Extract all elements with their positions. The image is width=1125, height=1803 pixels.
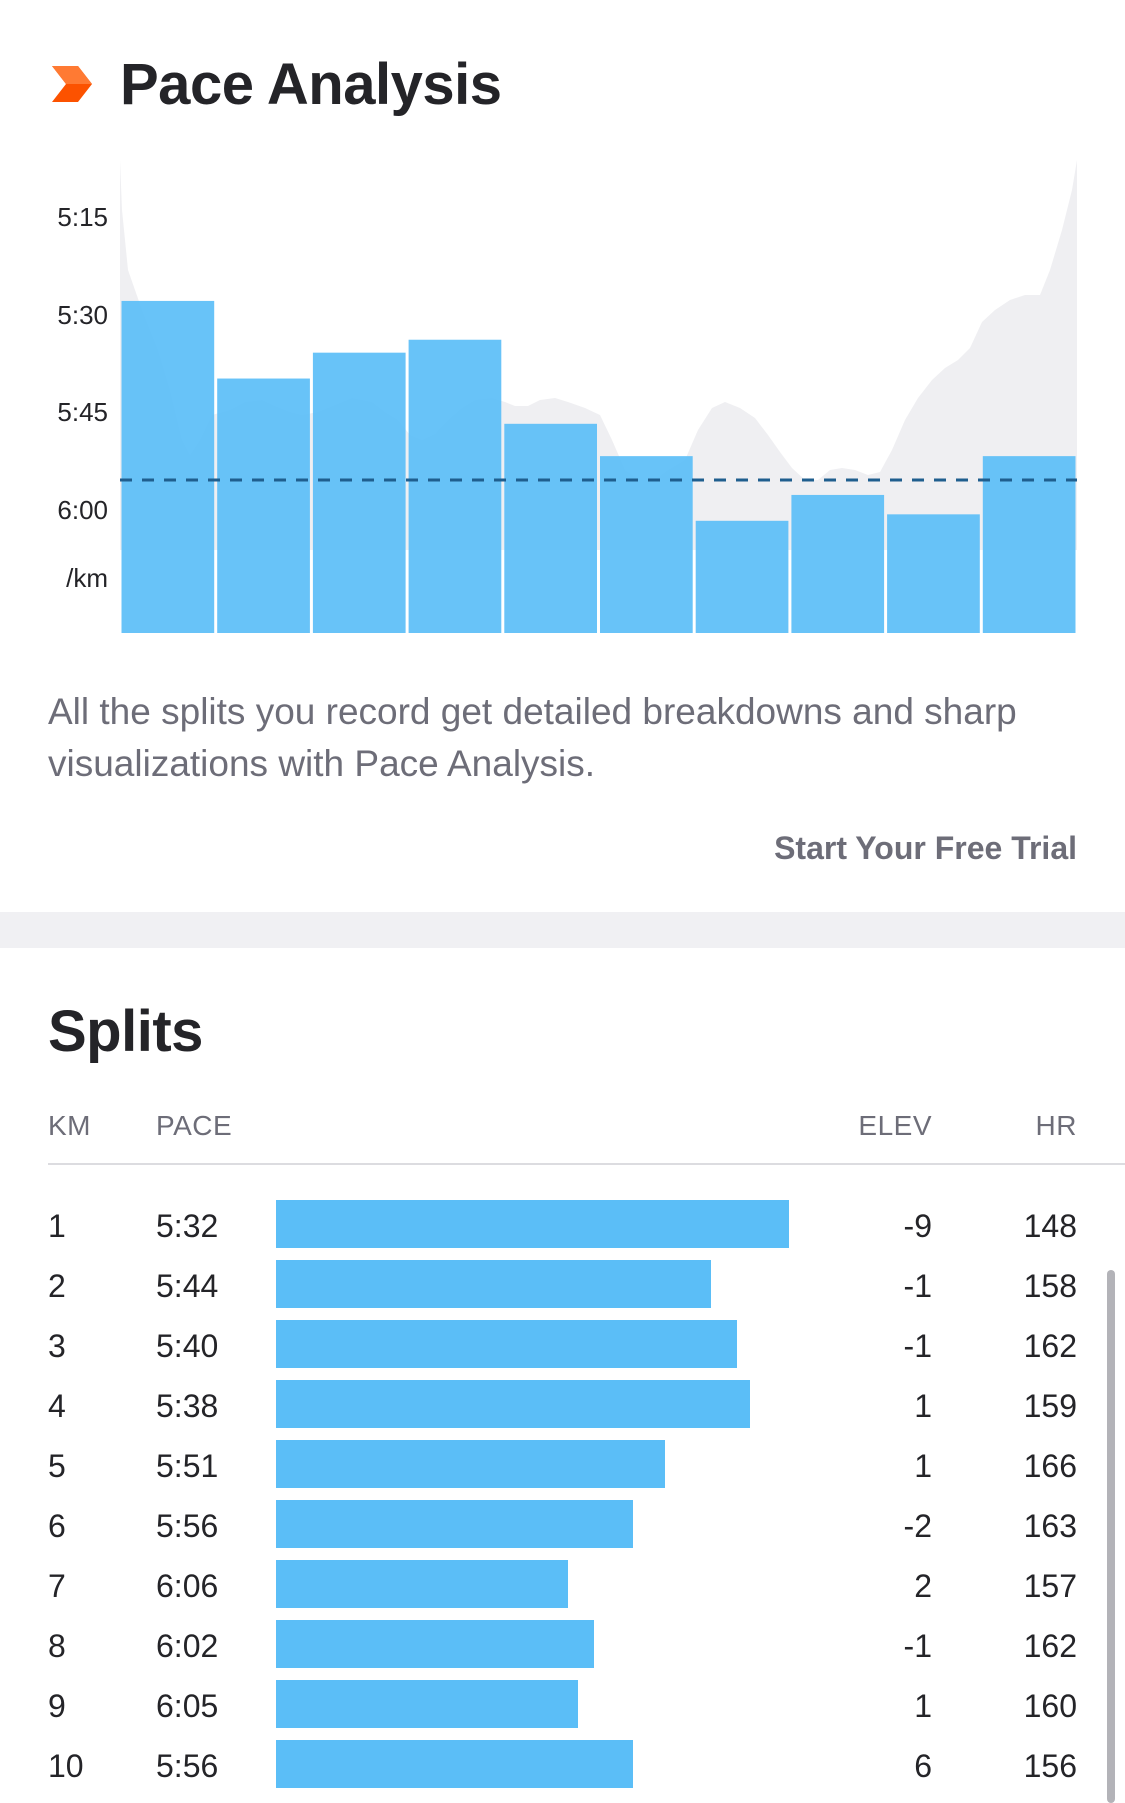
split-pace: 5:38 <box>156 1388 219 1424</box>
split-km: 7 <box>48 1568 66 1604</box>
split-hr: 163 <box>1023 1508 1077 1544</box>
split-km: 4 <box>48 1388 66 1424</box>
pace-bar <box>791 494 885 633</box>
split-pace-bar <box>276 1380 750 1428</box>
table-row: 6 5:56 -2 163 <box>0 1500 1125 1560</box>
pace-analysis-card: Pace Analysis 5:15 5:30 5:45 6:00 /km Al… <box>0 48 1125 866</box>
split-hr: 166 <box>1023 1448 1077 1484</box>
pace-bar <box>121 300 215 633</box>
pace-bar <box>504 423 597 633</box>
table-row: 8 6:02 -1 162 <box>0 1620 1125 1680</box>
split-elev: 1 <box>914 1388 932 1424</box>
split-hr: 158 <box>1023 1268 1077 1304</box>
split-pace: 5:51 <box>156 1448 219 1484</box>
pace-bar <box>600 456 693 633</box>
split-km: 1 <box>48 1208 66 1244</box>
split-km: 9 <box>48 1688 66 1724</box>
split-pace: 5:56 <box>156 1748 219 1784</box>
split-pace-bar <box>276 1500 633 1548</box>
split-elev: -1 <box>903 1328 932 1364</box>
y-unit-label: /km <box>66 563 108 593</box>
table-row: 4 5:38 1 159 <box>0 1380 1125 1440</box>
split-pace: 5:56 <box>156 1508 219 1544</box>
split-km: 5 <box>48 1448 66 1484</box>
split-elev: -1 <box>903 1628 932 1664</box>
split-pace-bar <box>276 1680 578 1728</box>
header-divider <box>48 1163 1125 1165</box>
split-hr: 160 <box>1023 1688 1077 1724</box>
split-hr: 156 <box>1023 1748 1077 1784</box>
split-elev: -9 <box>903 1208 932 1244</box>
splits-title: Splits <box>48 999 203 1064</box>
split-pace-bar <box>276 1740 633 1788</box>
split-km: 8 <box>48 1628 66 1664</box>
split-elev: -1 <box>903 1268 932 1304</box>
split-hr: 148 <box>1023 1208 1077 1244</box>
table-row: 1 5:32 -9 148 <box>0 1200 1125 1260</box>
table-row: 10 5:56 6 156 <box>0 1740 1125 1800</box>
table-row: 9 6:05 1 160 <box>0 1680 1125 1740</box>
split-hr: 159 <box>1023 1388 1077 1424</box>
table-row: 3 5:40 -1 162 <box>0 1320 1125 1380</box>
pace-chart: 5:15 5:30 5:45 6:00 /km <box>0 150 1125 650</box>
start-free-trial-link[interactable]: Start Your Free Trial <box>774 830 1077 866</box>
split-km: 6 <box>48 1508 66 1544</box>
pace-bars <box>121 300 1076 633</box>
pace-bar <box>408 339 502 633</box>
split-pace: 6:06 <box>156 1568 219 1604</box>
column-header-pace: PACE <box>156 1110 233 1141</box>
column-header-km: KM <box>48 1110 91 1141</box>
split-hr: 162 <box>1023 1328 1077 1364</box>
pace-bar <box>982 456 1076 633</box>
split-hr: 162 <box>1023 1628 1077 1664</box>
split-pace: 5:32 <box>156 1208 219 1244</box>
scrollbar[interactable] <box>1107 1270 1115 1803</box>
split-pace-bar <box>276 1260 711 1308</box>
split-pace: 6:05 <box>156 1688 219 1724</box>
split-hr: 157 <box>1023 1568 1077 1604</box>
split-pace-bar <box>276 1320 737 1368</box>
split-pace: 5:40 <box>156 1328 219 1364</box>
split-elev: -2 <box>903 1508 932 1544</box>
split-km: 2 <box>48 1268 66 1304</box>
y-tick-label: 6:00 <box>57 495 108 525</box>
split-pace: 5:44 <box>156 1268 219 1304</box>
split-elev: 1 <box>914 1448 932 1484</box>
pace-bar <box>312 352 406 633</box>
pace-analysis-title: Pace Analysis <box>120 51 502 117</box>
split-elev: 2 <box>914 1568 932 1604</box>
y-tick-label: 5:30 <box>57 300 108 330</box>
section-separator <box>0 912 1125 948</box>
split-elev: 1 <box>914 1688 932 1724</box>
pace-chart-svg: 5:15 5:30 5:45 6:00 /km <box>57 160 1077 633</box>
pace-bar <box>217 378 310 633</box>
table-row: 7 6:06 2 157 <box>0 1560 1125 1620</box>
pace-bar <box>887 514 980 633</box>
split-pace: 6:02 <box>156 1628 219 1664</box>
split-pace-bar <box>276 1620 594 1668</box>
table-row: 5 5:51 1 166 <box>0 1440 1125 1500</box>
split-pace-bar <box>276 1200 789 1248</box>
y-tick-label: 5:15 <box>57 202 108 232</box>
pace-analysis-header: Pace Analysis <box>48 48 502 120</box>
split-km: 3 <box>48 1328 66 1364</box>
pace-analysis-description: All the splits you record get detailed b… <box>48 691 1017 784</box>
y-tick-label: 5:45 <box>57 397 108 427</box>
pace-bar <box>695 520 789 633</box>
column-header-elev: ELEV <box>858 1110 932 1141</box>
strava-chevron-icon <box>52 66 92 102</box>
column-header-hr: HR <box>1035 1110 1077 1141</box>
split-km: 10 <box>48 1748 84 1784</box>
table-row: 2 5:44 -1 158 <box>0 1260 1125 1320</box>
split-pace-bar <box>276 1560 568 1608</box>
split-pace-bar <box>276 1440 665 1488</box>
split-elev: 6 <box>914 1748 932 1784</box>
